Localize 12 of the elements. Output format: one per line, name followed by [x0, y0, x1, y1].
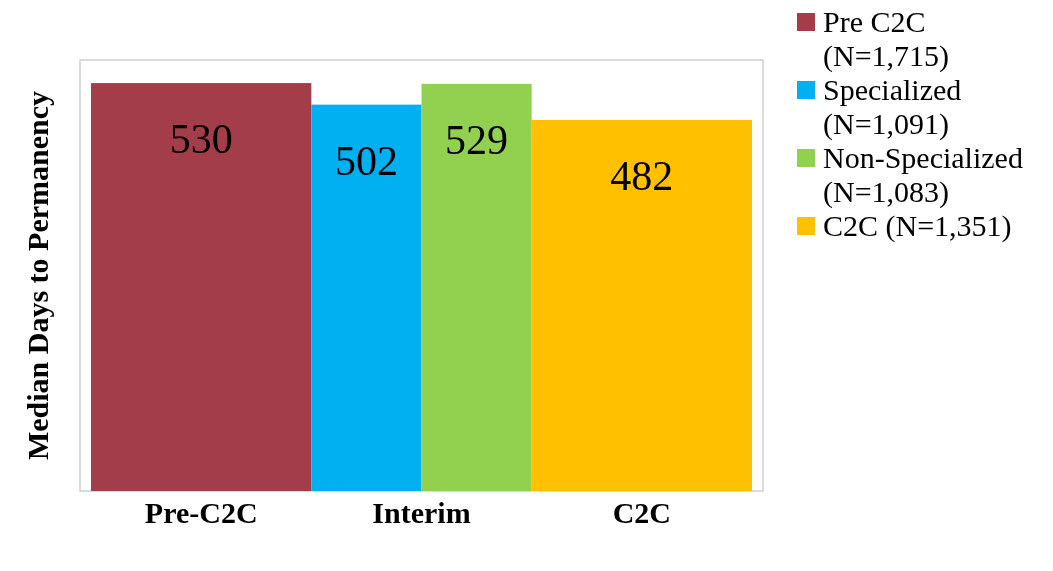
data-label: 482 — [610, 153, 674, 200]
x-tick-label: Interim — [372, 496, 471, 530]
data-label: 529 — [445, 116, 509, 163]
x-tick-label: C2C — [612, 496, 671, 530]
data-label: 530 — [169, 116, 233, 163]
legend-label: Pre C2C (N=1,715) — [823, 5, 950, 73]
legend-label: Non-Specialized (N=1,083) — [823, 141, 1023, 209]
legend-label: C2C (N=1,351) — [823, 209, 1012, 243]
y-axis-title: Median Days to Permanency — [21, 90, 54, 461]
legend-label: Specialized (N=1,091) — [823, 73, 962, 141]
data-label: 502 — [334, 137, 398, 184]
x-tick-label: Pre-C2C — [144, 496, 258, 530]
